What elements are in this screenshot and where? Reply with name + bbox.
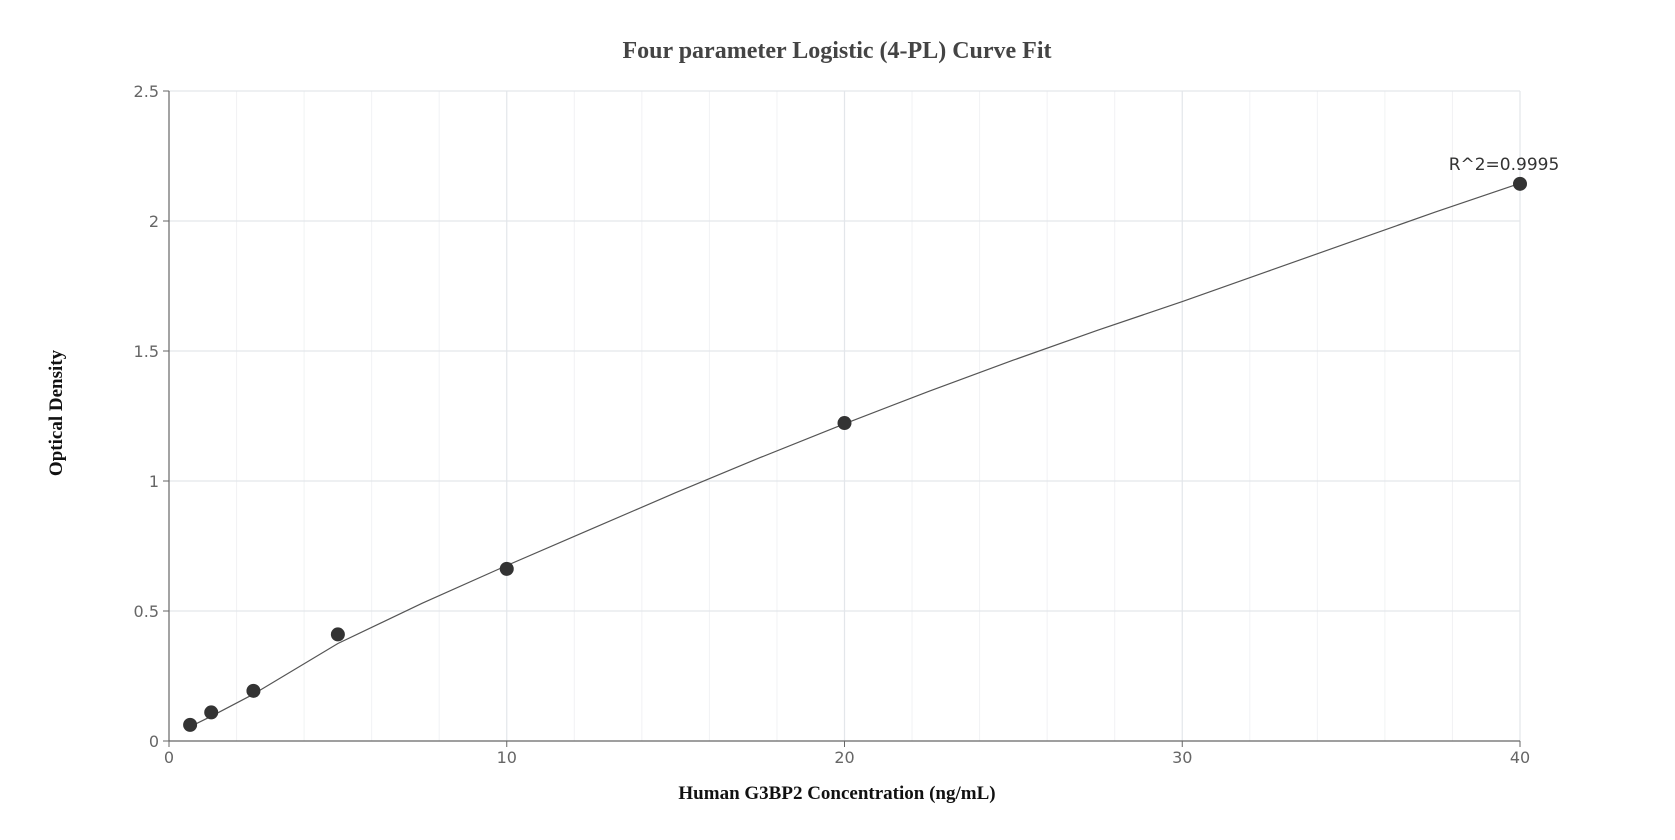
- data-point: [204, 705, 219, 720]
- r-squared-annotation: R^2=0.9995: [1449, 155, 1560, 175]
- chart-title: Four parameter Logistic (4-PL) Curve Fit: [622, 38, 1051, 64]
- minor-grid: [236, 91, 1453, 741]
- y-axis-title: Optical Density: [46, 349, 67, 476]
- fit-curve: [189, 182, 1521, 728]
- x-tick-label: 20: [834, 748, 854, 767]
- data-points: [183, 176, 1527, 732]
- y-tick-label: 0.5: [134, 602, 159, 621]
- x-tick-label: 40: [1510, 748, 1530, 767]
- major-grid: [169, 90, 1521, 741]
- x-axis-title: Human G3BP2 Concentration (ng/mL): [678, 783, 995, 804]
- x-tick-label: 0: [164, 748, 174, 767]
- y-tick-label: 0: [149, 732, 159, 751]
- x-ticks: 0 10 20 30 40: [164, 741, 1530, 767]
- y-tick-label: 2.5: [134, 82, 159, 101]
- data-point: [183, 717, 198, 732]
- data-point: [1513, 176, 1527, 191]
- x-tick-label: 30: [1172, 748, 1192, 767]
- data-point: [330, 627, 345, 642]
- data-point: [837, 416, 852, 431]
- y-tick-label: 1: [149, 472, 159, 491]
- data-point: [246, 683, 261, 698]
- y-tick-label: 2: [149, 212, 159, 231]
- x-tick-label: 10: [497, 748, 517, 767]
- y-ticks: 0 0.5 1 1.5 2 2.5: [134, 82, 169, 751]
- y-tick-label: 1.5: [134, 342, 159, 361]
- data-point: [499, 561, 514, 576]
